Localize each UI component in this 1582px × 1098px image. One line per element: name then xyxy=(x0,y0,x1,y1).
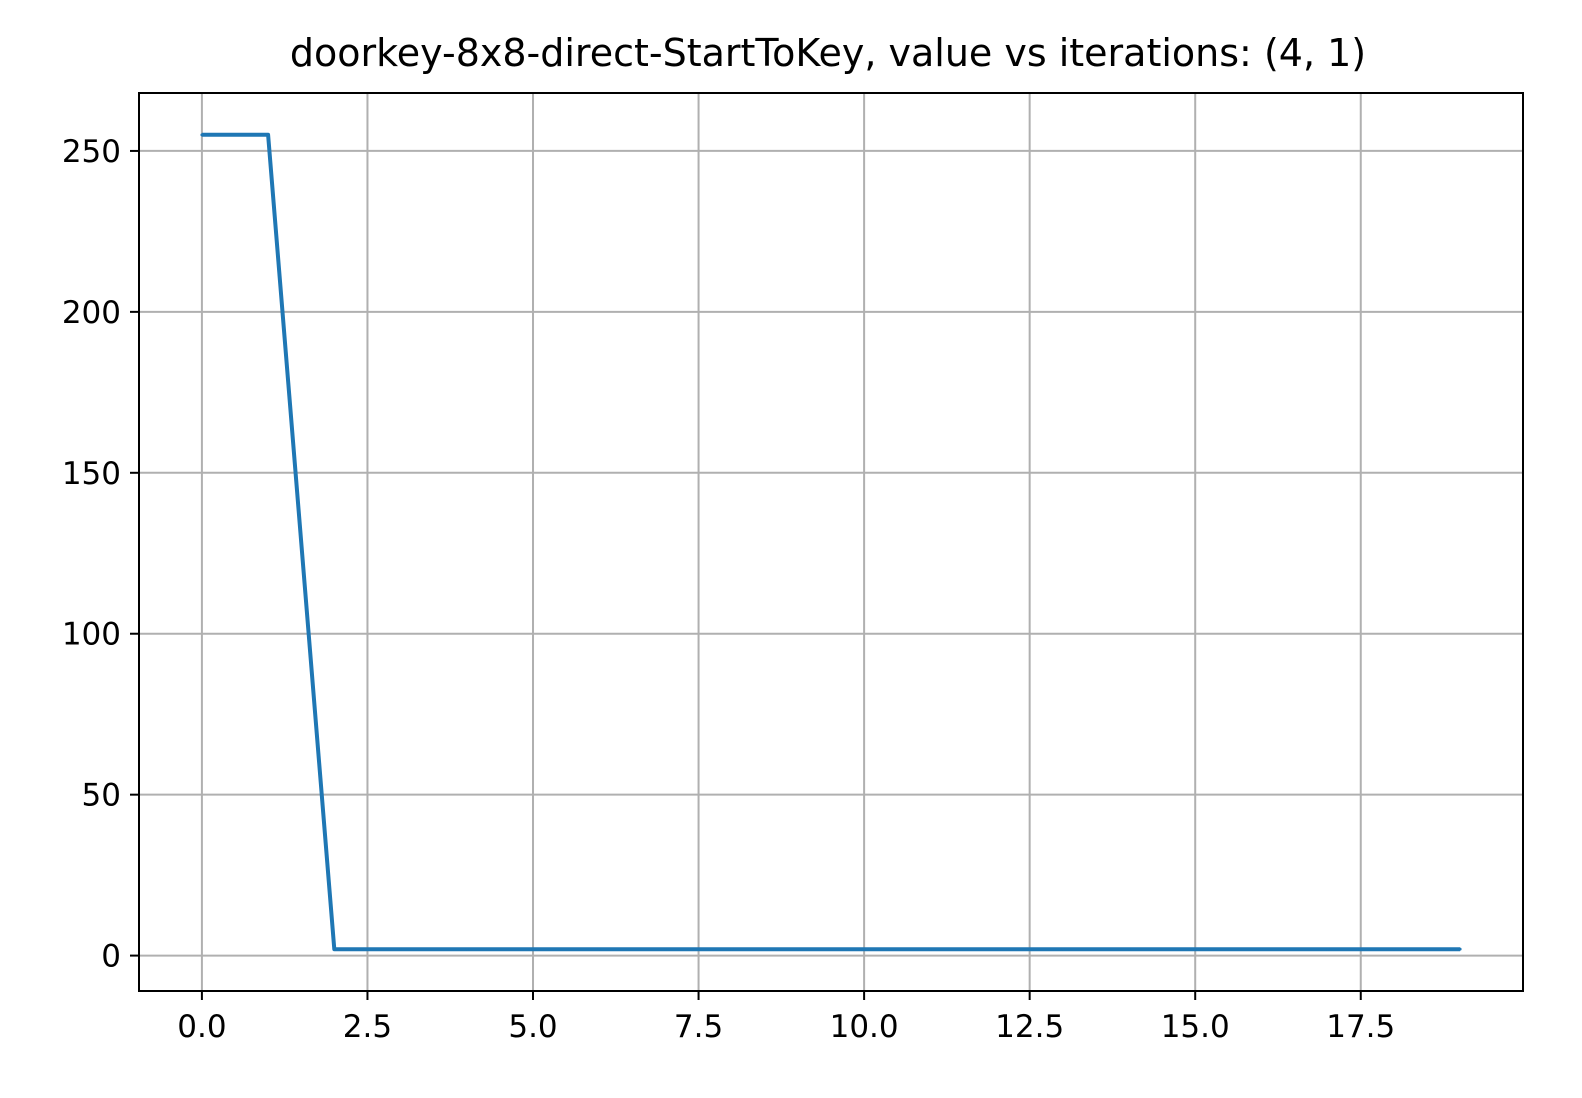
x-tick-label: 10.0 xyxy=(830,1009,899,1045)
series-point xyxy=(1458,947,1462,951)
series-point xyxy=(862,947,866,951)
y-tick-label: 150 xyxy=(62,456,121,492)
y-tick-label: 100 xyxy=(62,617,121,653)
series-point xyxy=(1193,947,1197,951)
plot-frame xyxy=(138,92,1524,992)
chart-title: doorkey-8x8-direct-StartToKey, value vs … xyxy=(290,31,1366,75)
x-tick-label: 15.0 xyxy=(1161,1009,1230,1045)
y-tick-label: 200 xyxy=(62,295,121,331)
x-tick-label: 12.5 xyxy=(995,1009,1064,1045)
series-point xyxy=(796,947,800,951)
series-point xyxy=(1259,947,1263,951)
series-point xyxy=(995,947,999,951)
x-tick-label: 2.5 xyxy=(343,1009,392,1045)
y-axis: 0 50 100 150 200 250 xyxy=(62,134,139,975)
y-tick-label: 250 xyxy=(62,134,121,170)
series-point xyxy=(1392,947,1396,951)
series-point xyxy=(1127,947,1131,951)
series-layer xyxy=(200,132,1462,952)
series-point xyxy=(730,947,734,951)
y-tick-label: 50 xyxy=(82,778,121,814)
series-point xyxy=(1061,947,1065,951)
x-axis: 0.0 2.5 5.0 7.5 10.0 12.5 15.0 17.5 xyxy=(177,991,1395,1045)
grid xyxy=(139,93,1523,991)
series-point xyxy=(597,947,601,951)
series-point xyxy=(465,947,469,951)
series-point xyxy=(332,947,336,951)
x-tick-label: 7.5 xyxy=(674,1009,723,1045)
series-point xyxy=(663,947,667,951)
y-tick-label: 0 xyxy=(101,939,121,975)
x-tick-label: 17.5 xyxy=(1326,1009,1395,1045)
series-point xyxy=(1326,947,1330,951)
series-point xyxy=(399,947,403,951)
series-point xyxy=(928,947,932,951)
x-tick-label: 5.0 xyxy=(508,1009,557,1045)
series-point xyxy=(266,133,270,137)
series-point xyxy=(531,947,535,951)
series-line-0 xyxy=(201,132,1461,952)
series-point xyxy=(200,133,204,137)
x-tick-label: 0.0 xyxy=(177,1009,226,1045)
